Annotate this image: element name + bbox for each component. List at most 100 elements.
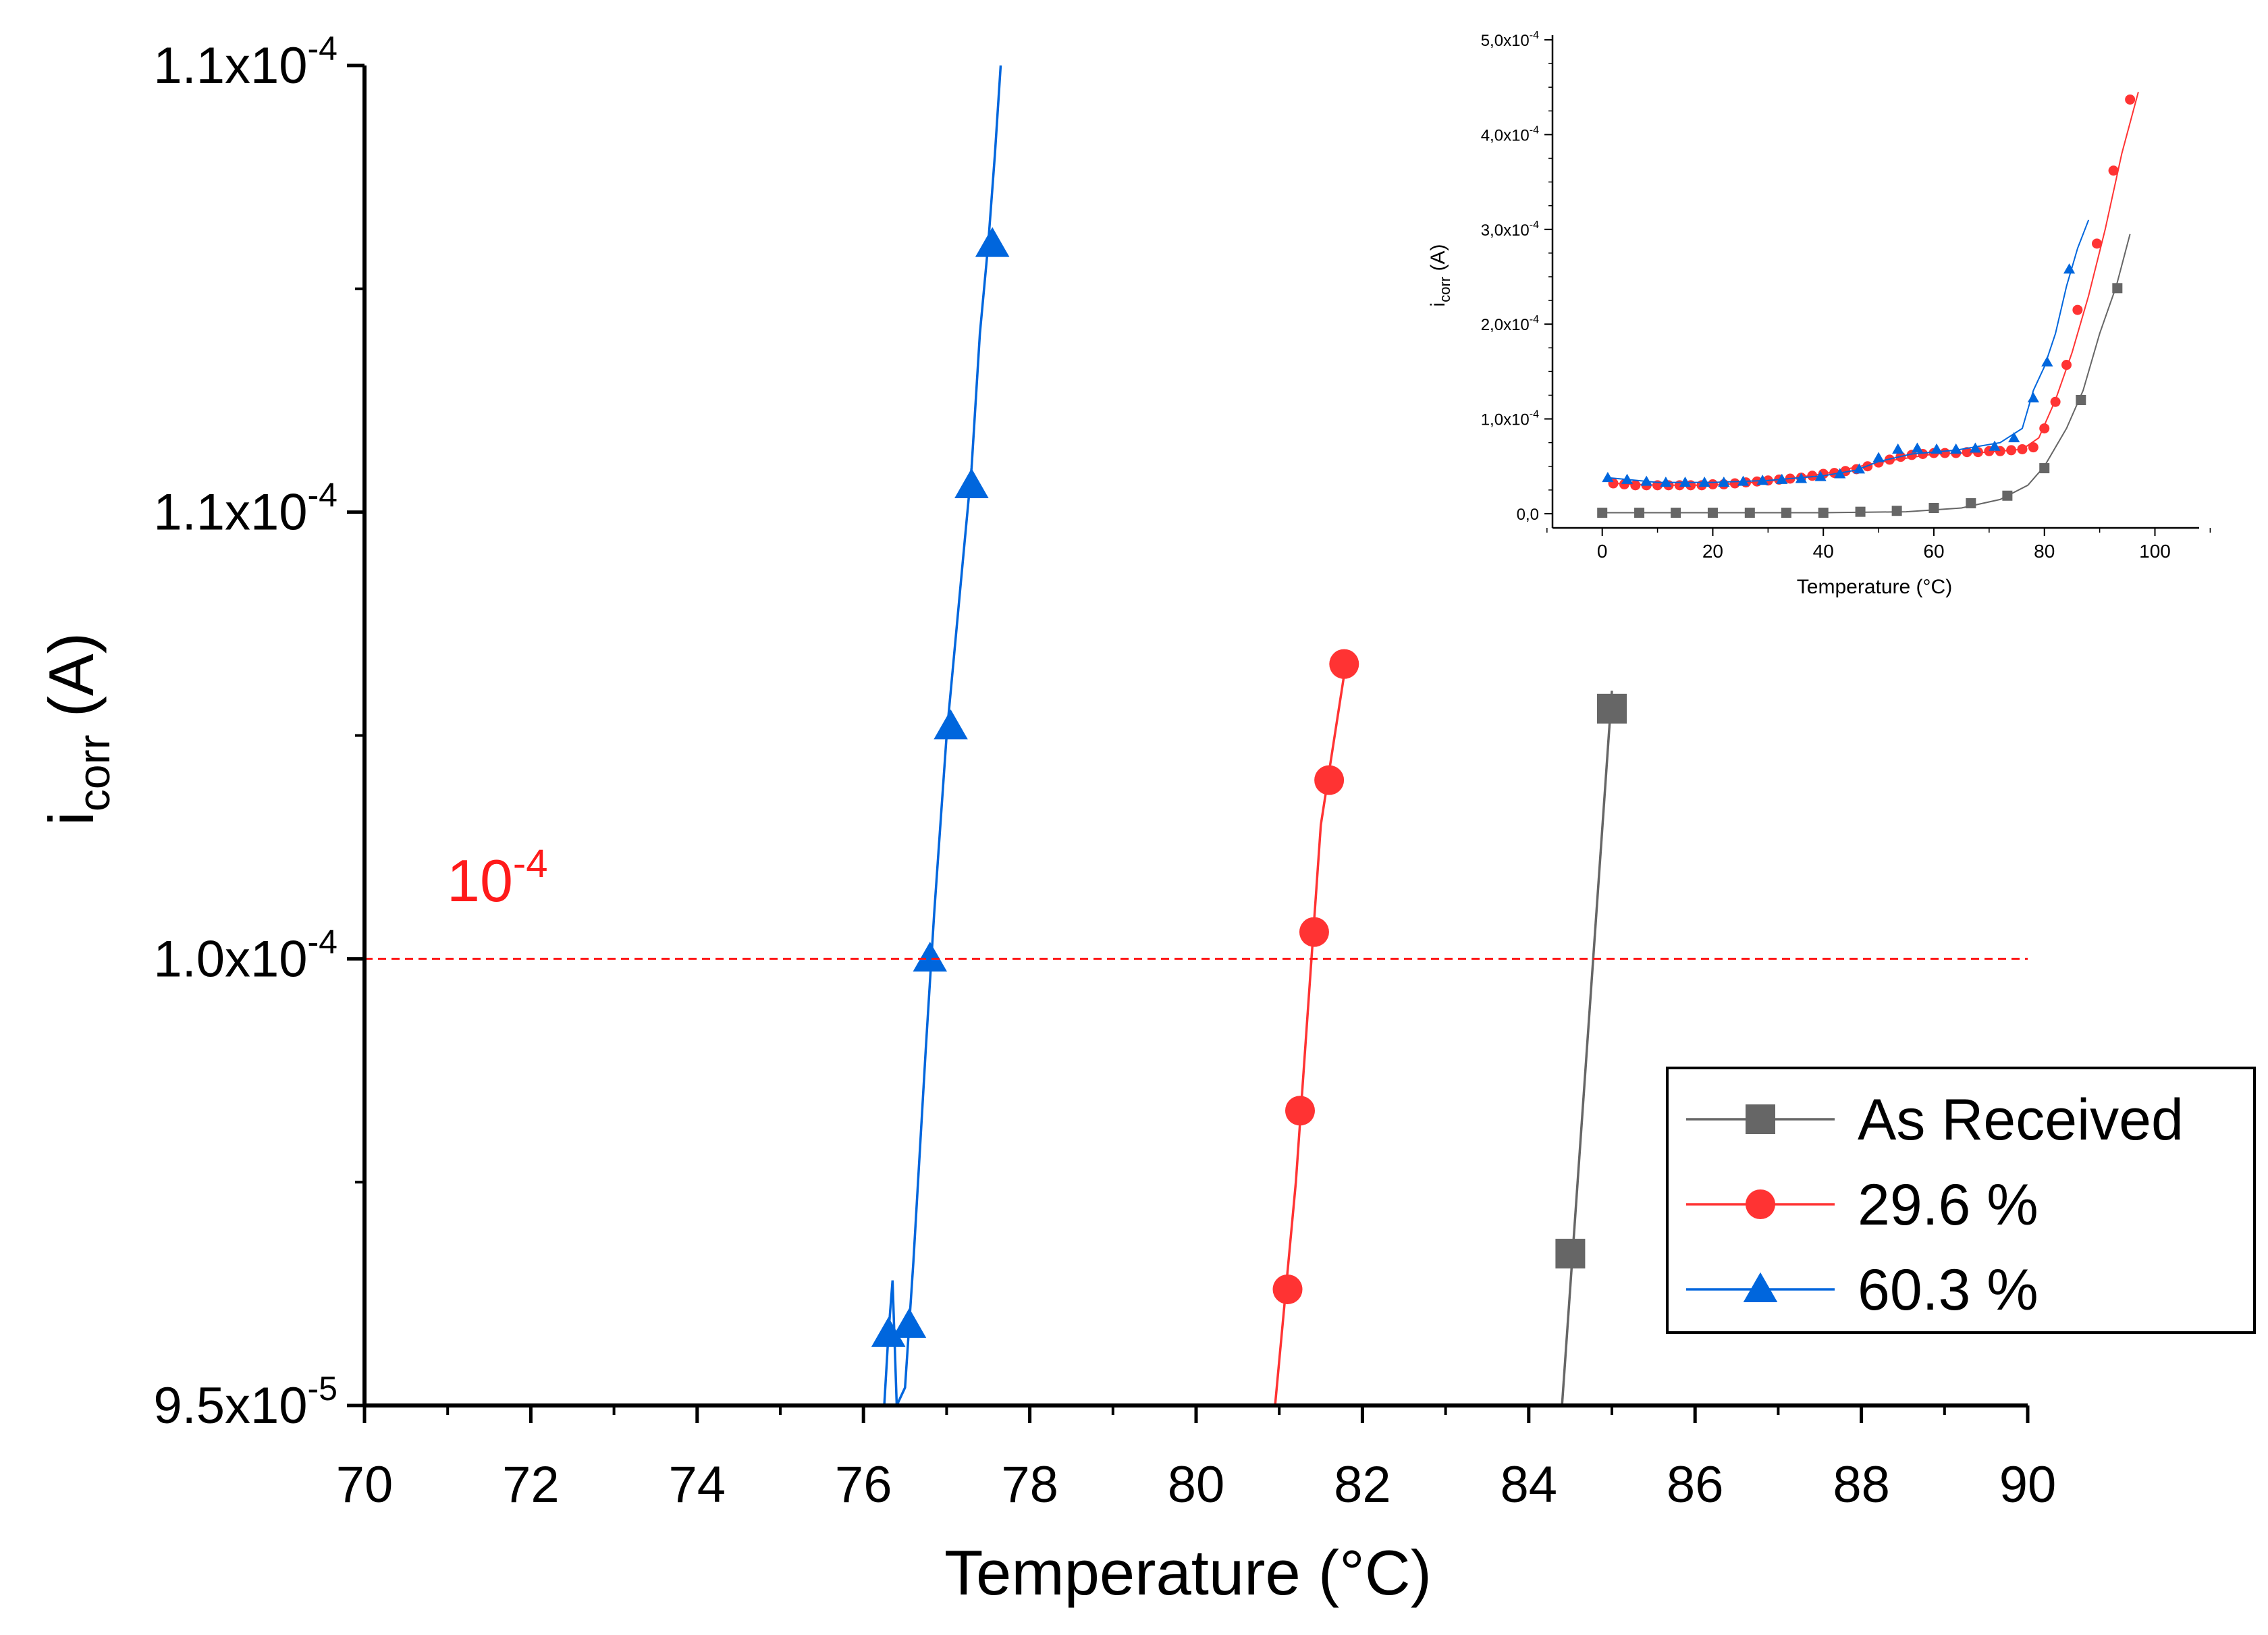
inset-x-axis-label: Temperature (°C) [1797, 576, 1952, 598]
inset-data-point [1671, 508, 1681, 518]
inset-series-2 [1602, 219, 2090, 487]
inset-data-point [1707, 508, 1718, 518]
x-axis-label: Temperature (°C) [944, 1537, 1432, 1608]
y-tick-label: 9.5x10-5 [153, 1370, 338, 1435]
x-tick-label: 74 [669, 1456, 726, 1513]
x-tick-label: 72 [502, 1456, 560, 1513]
inset-x-tick-label: 40 [1813, 541, 1834, 562]
data-point [1299, 917, 1329, 947]
inset-x-tick-label: 80 [2034, 541, 2055, 562]
x-tick-label: 84 [1501, 1456, 1558, 1513]
inset-data-point [2076, 394, 2086, 405]
inset-data-point [2108, 165, 2119, 176]
inset-data-point [1892, 443, 1904, 454]
inset-y-tick-label: 0,0 [1517, 506, 1539, 524]
inset-data-point [1855, 506, 1866, 517]
y-axis-label-unit: (A) [36, 633, 107, 734]
x-tick-label: 76 [835, 1456, 892, 1513]
data-point [913, 942, 948, 972]
inset-data-point [2006, 445, 2017, 456]
reference-label-exp: -4 [513, 842, 548, 886]
inset-data-point [1744, 508, 1755, 518]
series-line [1561, 691, 1613, 1405]
inset-data-point [1602, 471, 1614, 483]
y-tick-label: 1.1x10-4 [153, 477, 338, 541]
x-tick-label: 88 [1833, 1456, 1890, 1513]
inset-data-point [2017, 444, 2028, 454]
inset-data-point [2002, 490, 2013, 501]
legend-marker [1746, 1189, 1775, 1219]
inset-x-tick-label: 100 [2139, 541, 2171, 562]
inset-data-point [2039, 463, 2050, 474]
inset-data-point [1737, 475, 1750, 486]
inset-data-point [1928, 503, 1939, 514]
inset-data-point [1621, 473, 1634, 484]
inset-data-point [1969, 442, 1982, 453]
inset-data-point [2112, 283, 2123, 294]
inset-data-point [1795, 473, 1808, 483]
legend: As Received 29.6 % 60.3 % [1666, 1067, 2256, 1334]
legend-label: 60.3 % [1858, 1258, 2039, 1322]
inset-data-point [2072, 304, 2083, 315]
inset-data-point [1872, 452, 1885, 462]
y-tick-label: 1.0x10-4 [153, 923, 338, 988]
inset-series-layer [1597, 91, 2139, 518]
inset-data-point [1834, 468, 1846, 479]
data-point [1285, 1096, 1315, 1126]
inset-data-point [1698, 476, 1710, 487]
legend-entry: 29.6 % [1686, 1173, 2039, 1237]
main-plot: 10-4 70 72 74 76 78 80 82 84 86 88 90 9.5x10-5 1.0x1… [36, 30, 2056, 1608]
inset-data-point [1718, 476, 1730, 487]
x-tick-label: 90 [1999, 1456, 2057, 1513]
inset-data-point [2008, 432, 2020, 443]
inset-y-label-unit: (A) [1427, 244, 1449, 277]
inset-data-point [1707, 479, 1718, 489]
legend-marker [1743, 1272, 1778, 1302]
inset-data-point [1660, 476, 1672, 487]
inset-y-tick-label: 1,0x10-4 [1481, 409, 1539, 429]
inset-data-point [1989, 440, 2001, 451]
inset-data-point [1962, 447, 1972, 458]
inset-y-tick-label: 5,0x10-4 [1481, 30, 1539, 50]
inset-data-point [2063, 263, 2076, 274]
inset-data-point [1891, 506, 1902, 516]
inset-x-tick-label: 0 [1597, 541, 1608, 562]
y-tick-label: 1.1x10-4 [153, 30, 338, 95]
data-point [892, 1308, 927, 1338]
inset-data-point [1818, 508, 1829, 518]
data-point [975, 227, 1010, 257]
inset-data-point [2050, 396, 2061, 407]
inset-y-tick-label: 2,0x10-4 [1481, 314, 1539, 334]
inset-data-point [1640, 475, 1652, 486]
legend-items: As Received 29.6 % 60.3 % [1686, 1088, 2184, 1322]
inset-data-point [1729, 478, 1740, 489]
inset-data-point [2092, 238, 2103, 249]
inset-data-point [1781, 508, 1791, 518]
inset-y-label-main: i [1427, 302, 1449, 307]
inset-data-point [1931, 443, 1943, 454]
inset-data-point [1756, 475, 1769, 485]
series-1 [1272, 649, 1359, 1405]
inset-data-point [1776, 473, 1788, 484]
inset-plot: 0 20 40 60 80 100 0,0 1,0x10-4 2,0x10-4 3,0x10-4 4… [1427, 30, 2211, 598]
inset-data-point [1807, 471, 1818, 481]
main-series-layer [871, 65, 1627, 1405]
inset-y-tick-label: 3,0x10-4 [1481, 219, 1539, 240]
inset-series-0 [1597, 234, 2131, 518]
inset-data-point [1630, 480, 1641, 491]
inset-x-tick-label: 20 [1702, 541, 1723, 562]
y-axis-label-sub: corr [69, 734, 119, 811]
data-point [1555, 1239, 1586, 1269]
inset-data-point [1853, 463, 1866, 474]
x-tick-label: 78 [1001, 1456, 1058, 1513]
x-tick-label: 86 [1667, 1456, 1724, 1513]
inset-data-point [2125, 94, 2136, 105]
data-point [934, 709, 968, 740]
inset-data-point [2039, 423, 2050, 434]
inset-data-point [1679, 476, 1692, 487]
inset-data-point [2061, 360, 2072, 371]
inset-data-point [2041, 356, 2053, 367]
inset-series-line [1607, 219, 2090, 483]
main-axes: 70 72 74 76 78 80 82 84 86 88 90 9.5x10-5 1.0x10-4 1.… [153, 30, 2056, 1513]
